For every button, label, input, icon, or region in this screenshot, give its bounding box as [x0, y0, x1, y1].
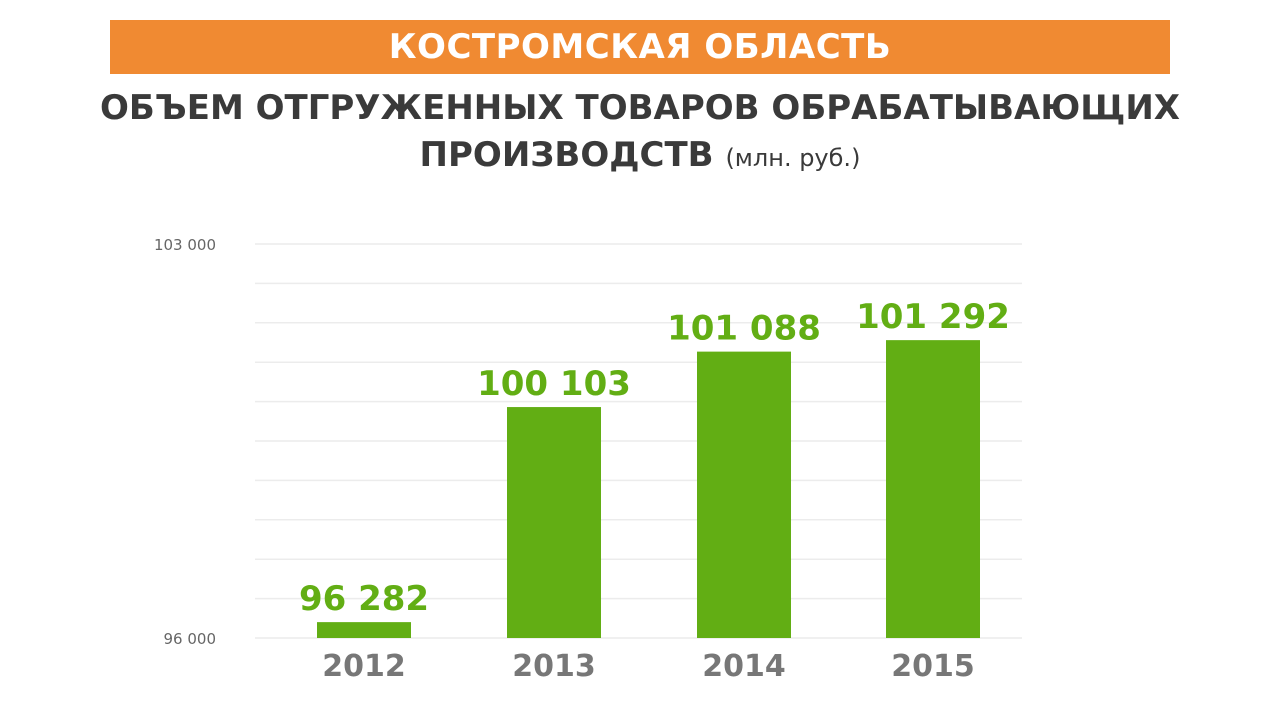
chart-title-line1: ОБЪЕМ ОТГРУЖЕННЫХ ТОВАРОВ ОБРАБАТЫВАЮЩИХ: [99, 88, 1181, 128]
value-label: 100 103: [477, 364, 631, 404]
region-title: КОСТРОМСКАЯ ОБЛАСТЬ: [388, 27, 892, 67]
x-tick-label: 2013: [512, 649, 596, 684]
y-tick-label: 103 000: [154, 236, 216, 254]
value-label: 101 088: [667, 309, 821, 349]
value-label: 96 282: [299, 579, 429, 619]
chart-unit: (млн. руб.): [725, 144, 861, 172]
region-banner: КОСТРОМСКАЯ ОБЛАСТЬ: [110, 20, 1170, 74]
chart-title-line2-text: ПРОИЗВОДСТВ: [419, 135, 714, 175]
bar: [697, 351, 791, 638]
bar: [886, 340, 980, 638]
bar: [507, 407, 601, 638]
chart-title-line2: ПРОИЗВОДСТВ (млн. руб.): [60, 132, 1220, 181]
value-label: 101 292: [856, 297, 1010, 337]
x-tick-label: 2012: [322, 649, 406, 684]
bar: [317, 622, 411, 638]
y-tick-label: 96 000: [164, 630, 217, 648]
x-tick-label: 2014: [702, 649, 786, 684]
x-tick-label: 2015: [891, 649, 975, 684]
